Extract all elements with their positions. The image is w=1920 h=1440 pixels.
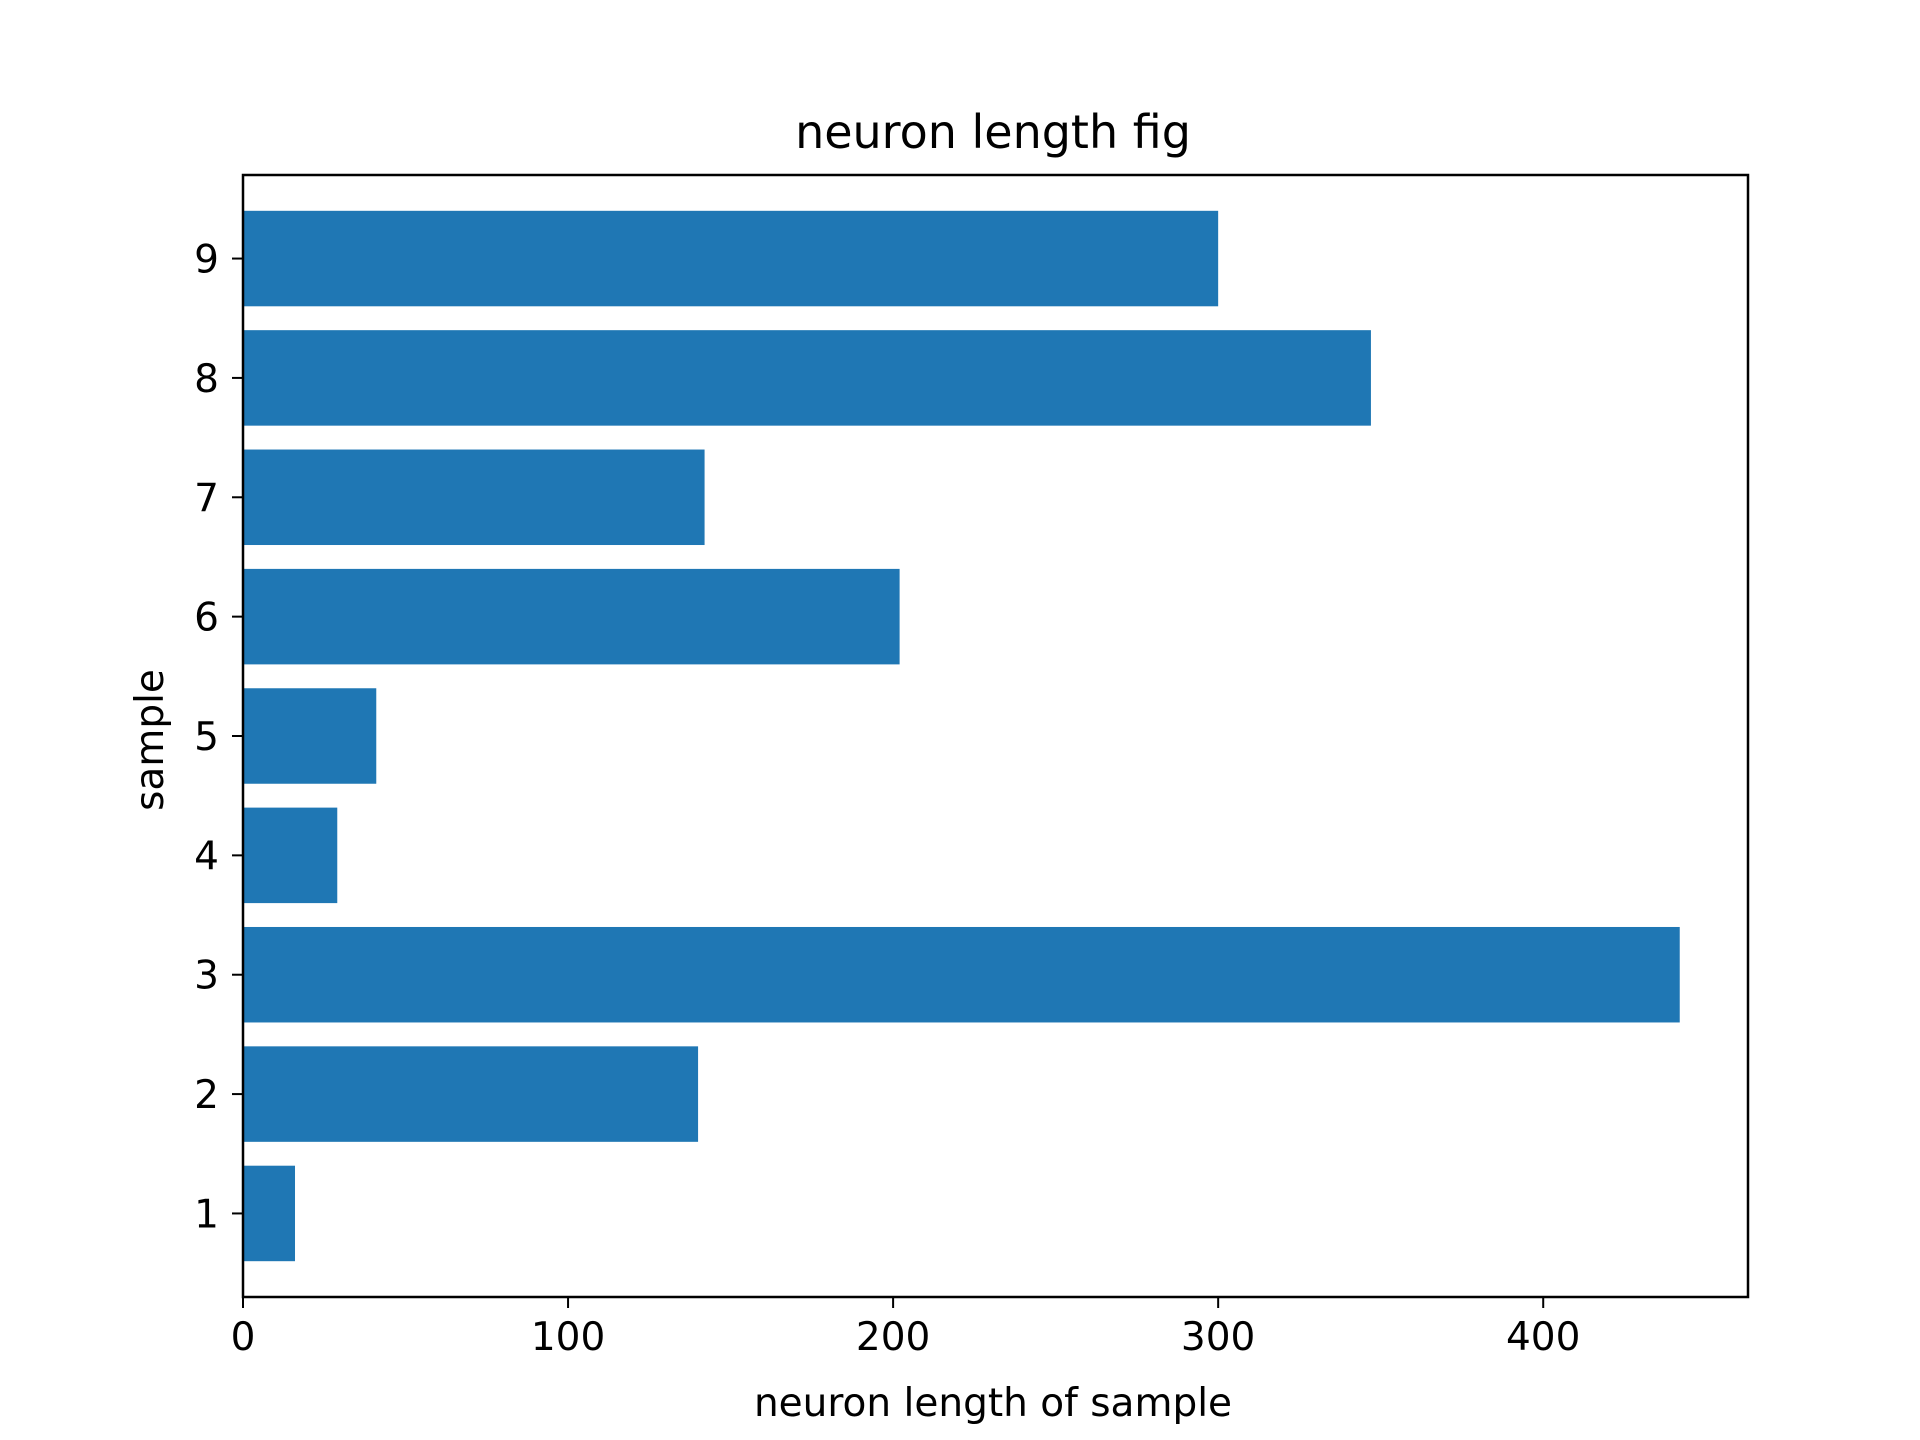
bar-sample-7 <box>243 449 705 546</box>
y-tick-label: 4 <box>194 834 219 879</box>
y-tick-label: 5 <box>194 715 219 760</box>
plot-frame <box>241 173 1750 1299</box>
bar-sample-2 <box>243 1046 699 1142</box>
bar-sample-4 <box>243 807 338 904</box>
bars-group <box>243 210 1680 1262</box>
bar-sample-6 <box>243 568 900 665</box>
y-tick-label: 8 <box>194 357 219 402</box>
bar-sample-8 <box>243 330 1371 426</box>
x-tick-label: 100 <box>531 1315 605 1360</box>
y-axis-label: sample <box>128 669 173 811</box>
y-tick-label: 7 <box>194 476 219 521</box>
x-tick-label: 400 <box>1506 1315 1580 1360</box>
bar-sample-3 <box>243 926 1680 1023</box>
bar-sample-9 <box>243 210 1219 307</box>
x-tick-label: 200 <box>856 1315 930 1360</box>
y-tick-label: 6 <box>194 596 219 641</box>
chart-title: neuron length fig <box>795 105 1191 159</box>
ticks-group: 0 100 200 300 400 1 2 3 4 5 6 7 8 9 <box>194 238 1580 1360</box>
y-tick-label: 3 <box>194 954 219 999</box>
x-axis-label: neuron length of sample <box>754 1381 1232 1426</box>
x-tick-label: 300 <box>1181 1315 1255 1360</box>
y-tick-label: 1 <box>194 1192 219 1237</box>
x-tick-label: 0 <box>231 1315 256 1360</box>
bar-sample-1 <box>243 1165 296 1262</box>
y-tick-label: 9 <box>194 238 219 283</box>
y-tick-label: 2 <box>194 1073 219 1118</box>
bar-sample-5 <box>243 688 377 784</box>
